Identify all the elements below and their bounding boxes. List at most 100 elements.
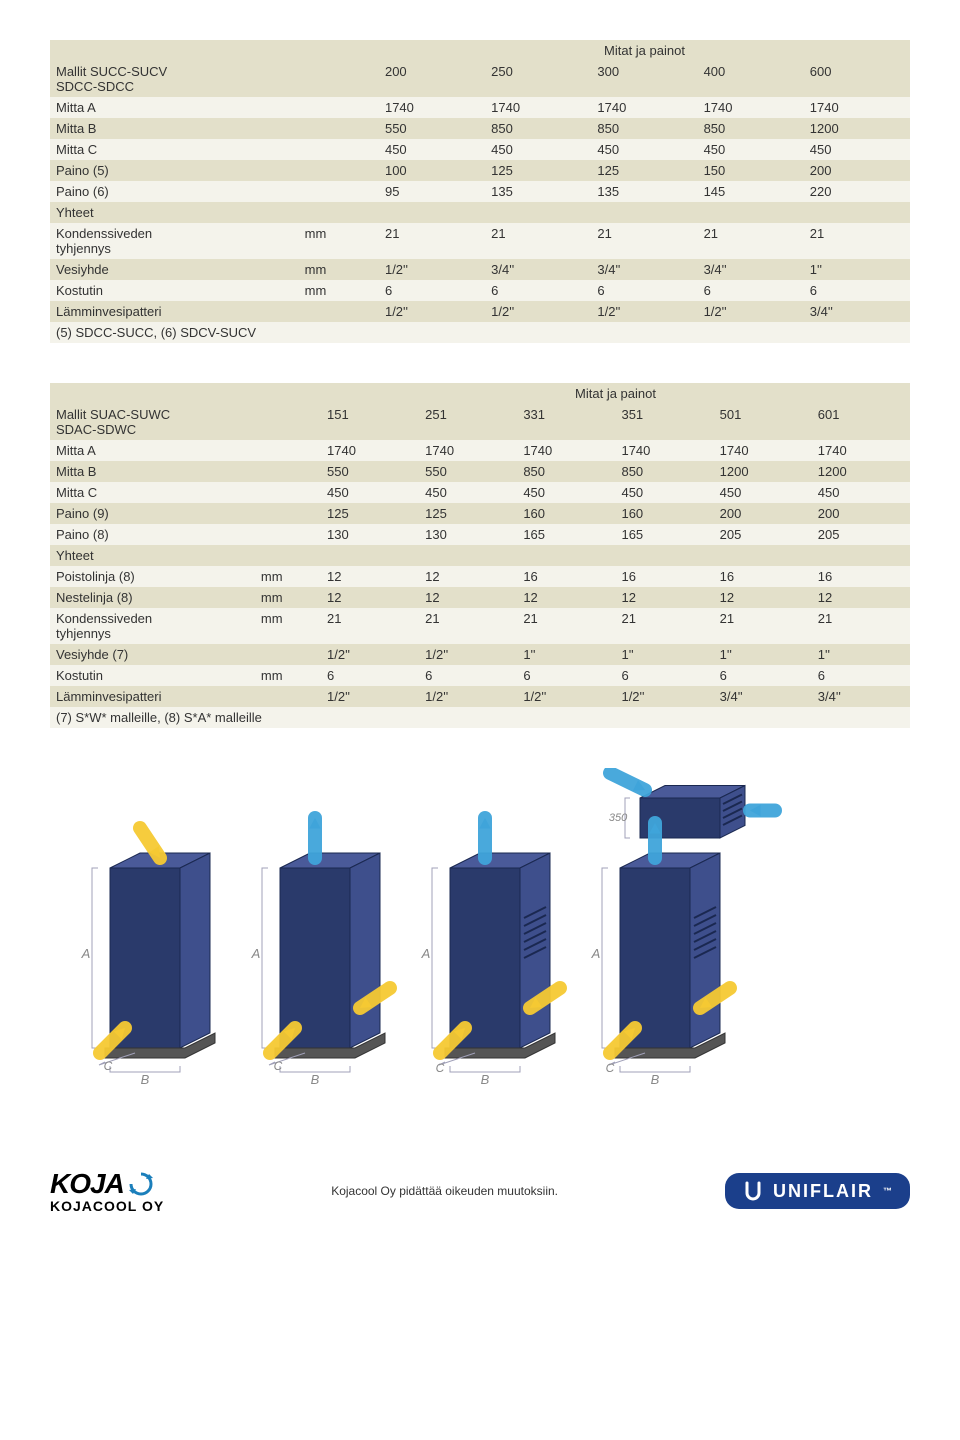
row-unit: mm <box>255 587 321 608</box>
row-value: 1740 <box>379 97 485 118</box>
svg-text:A: A <box>81 946 91 961</box>
recycle-icon <box>128 1171 154 1197</box>
row-value: 21 <box>591 223 697 259</box>
row-value: 450 <box>812 482 910 503</box>
table1-models: Mallit SUCC-SUCV SDCC-SDCC <box>50 61 299 97</box>
row-value: 1/2'' <box>321 686 419 707</box>
table2-title: Mitat ja painot <box>321 383 910 404</box>
row-value: 12 <box>419 587 517 608</box>
row-value: 205 <box>812 524 910 545</box>
row-label: Nestelinja (8) <box>50 587 255 608</box>
row-label: Lämminvesipatteri <box>50 686 255 707</box>
row-value: 1740 <box>615 440 713 461</box>
row-unit <box>255 524 321 545</box>
row-value: 1'' <box>812 644 910 665</box>
row-value <box>321 545 419 566</box>
row-label: Mitta C <box>50 482 255 503</box>
table-dimensions-1: Mitat ja painot Mallit SUCC-SUCV SDCC-SD… <box>50 40 910 343</box>
row-value: 450 <box>698 139 804 160</box>
row-value: 1/2'' <box>517 686 615 707</box>
row-value: 850 <box>517 461 615 482</box>
row-value: 6 <box>321 665 419 686</box>
row-value: 1200 <box>804 118 910 139</box>
row-label: Kondenssiveden tyhjennys <box>50 608 255 644</box>
row-value: 205 <box>714 524 812 545</box>
row-value: 130 <box>321 524 419 545</box>
uniflair-text: UNIFLAIR <box>773 1181 873 1202</box>
table-row: Kostutinmm666666 <box>50 665 910 686</box>
uniflair-badge: UNIFLAIR ™ <box>725 1173 910 1209</box>
row-value: 150 <box>698 160 804 181</box>
row-label: Paino (9) <box>50 503 255 524</box>
row-value <box>615 545 713 566</box>
uniflair-icon <box>741 1179 765 1203</box>
table2-footnote: (7) S*W* malleille, (8) S*A* malleille <box>50 707 910 728</box>
cabinet-diagram: ABCABCABCABC350 <box>50 768 910 1108</box>
table2-models: Mallit SUAC-SUWC SDAC-SDWC <box>50 404 255 440</box>
row-value: 1740 <box>517 440 615 461</box>
footer-text: Kojacool Oy pidättää oikeuden muutoksiin… <box>164 1184 725 1198</box>
row-value: 1/2'' <box>615 686 713 707</box>
table-row: Vesiyhde (7)1/2''1/2''1''1''1''1'' <box>50 644 910 665</box>
row-value: 6 <box>485 280 591 301</box>
row-value: 1/2'' <box>379 301 485 322</box>
row-label: Vesiyhde (7) <box>50 644 255 665</box>
row-value <box>419 545 517 566</box>
table-row: Paino (9)125125160160200200 <box>50 503 910 524</box>
row-value: 12 <box>812 587 910 608</box>
svg-text:A: A <box>421 946 431 961</box>
row-label: Kostutin <box>50 665 255 686</box>
row-value: 160 <box>517 503 615 524</box>
row-value: 16 <box>812 566 910 587</box>
row-value <box>379 202 485 223</box>
row-value: 550 <box>419 461 517 482</box>
table-row: Lämminvesipatteri1/2''1/2''1/2''1/2''3/4… <box>50 301 910 322</box>
row-unit <box>299 139 379 160</box>
table-row: Mitta A17401740174017401740 <box>50 97 910 118</box>
row-value: 12 <box>321 587 419 608</box>
table-row: Yhteet <box>50 202 910 223</box>
row-value: 200 <box>804 160 910 181</box>
row-value: 450 <box>517 482 615 503</box>
row-value: 220 <box>804 181 910 202</box>
row-label: Mitta B <box>50 118 299 139</box>
row-label: Yhteet <box>50 202 299 223</box>
table-dimensions-2: Mitat ja painot Mallit SUAC-SUWC SDAC-SD… <box>50 383 910 728</box>
row-value <box>698 202 804 223</box>
row-unit <box>255 545 321 566</box>
row-value: 165 <box>517 524 615 545</box>
svg-text:B: B <box>311 1072 320 1087</box>
uniflair-tm: ™ <box>883 1186 894 1196</box>
row-value: 1740 <box>804 97 910 118</box>
svg-text:C: C <box>104 1059 113 1073</box>
row-value: 125 <box>591 160 697 181</box>
svg-text:350: 350 <box>609 812 628 824</box>
row-label: Mitta B <box>50 461 255 482</box>
table-row: Mitta A174017401740174017401740 <box>50 440 910 461</box>
svg-text:A: A <box>591 946 601 961</box>
row-label: Mitta C <box>50 139 299 160</box>
row-unit <box>299 118 379 139</box>
row-value: 12 <box>615 587 713 608</box>
row-value: 6 <box>419 665 517 686</box>
row-value: 1'' <box>804 259 910 280</box>
table-row: Vesiyhdemm1/2''3/4''3/4''3/4''1'' <box>50 259 910 280</box>
row-value: 550 <box>379 118 485 139</box>
row-label: Poistolinja (8) <box>50 566 255 587</box>
row-value: 21 <box>804 223 910 259</box>
svg-text:C: C <box>274 1059 283 1073</box>
row-value: 21 <box>485 223 591 259</box>
row-value <box>485 202 591 223</box>
row-label: Kondenssiveden tyhjennys <box>50 223 299 259</box>
table-row: Paino (6)95135135145220 <box>50 181 910 202</box>
row-value: 200 <box>714 503 812 524</box>
row-unit <box>299 202 379 223</box>
row-value: 3/4'' <box>714 686 812 707</box>
row-value: 1200 <box>714 461 812 482</box>
row-value: 21 <box>698 223 804 259</box>
row-value: 125 <box>419 503 517 524</box>
table1-title: Mitat ja painot <box>379 40 910 61</box>
row-value: 450 <box>321 482 419 503</box>
row-value: 450 <box>714 482 812 503</box>
row-unit: mm <box>299 259 379 280</box>
